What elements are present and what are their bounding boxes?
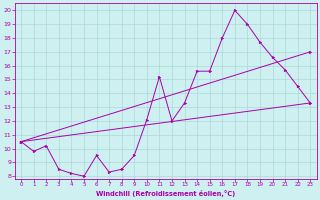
X-axis label: Windchill (Refroidissement éolien,°C): Windchill (Refroidissement éolien,°C) — [96, 190, 235, 197]
